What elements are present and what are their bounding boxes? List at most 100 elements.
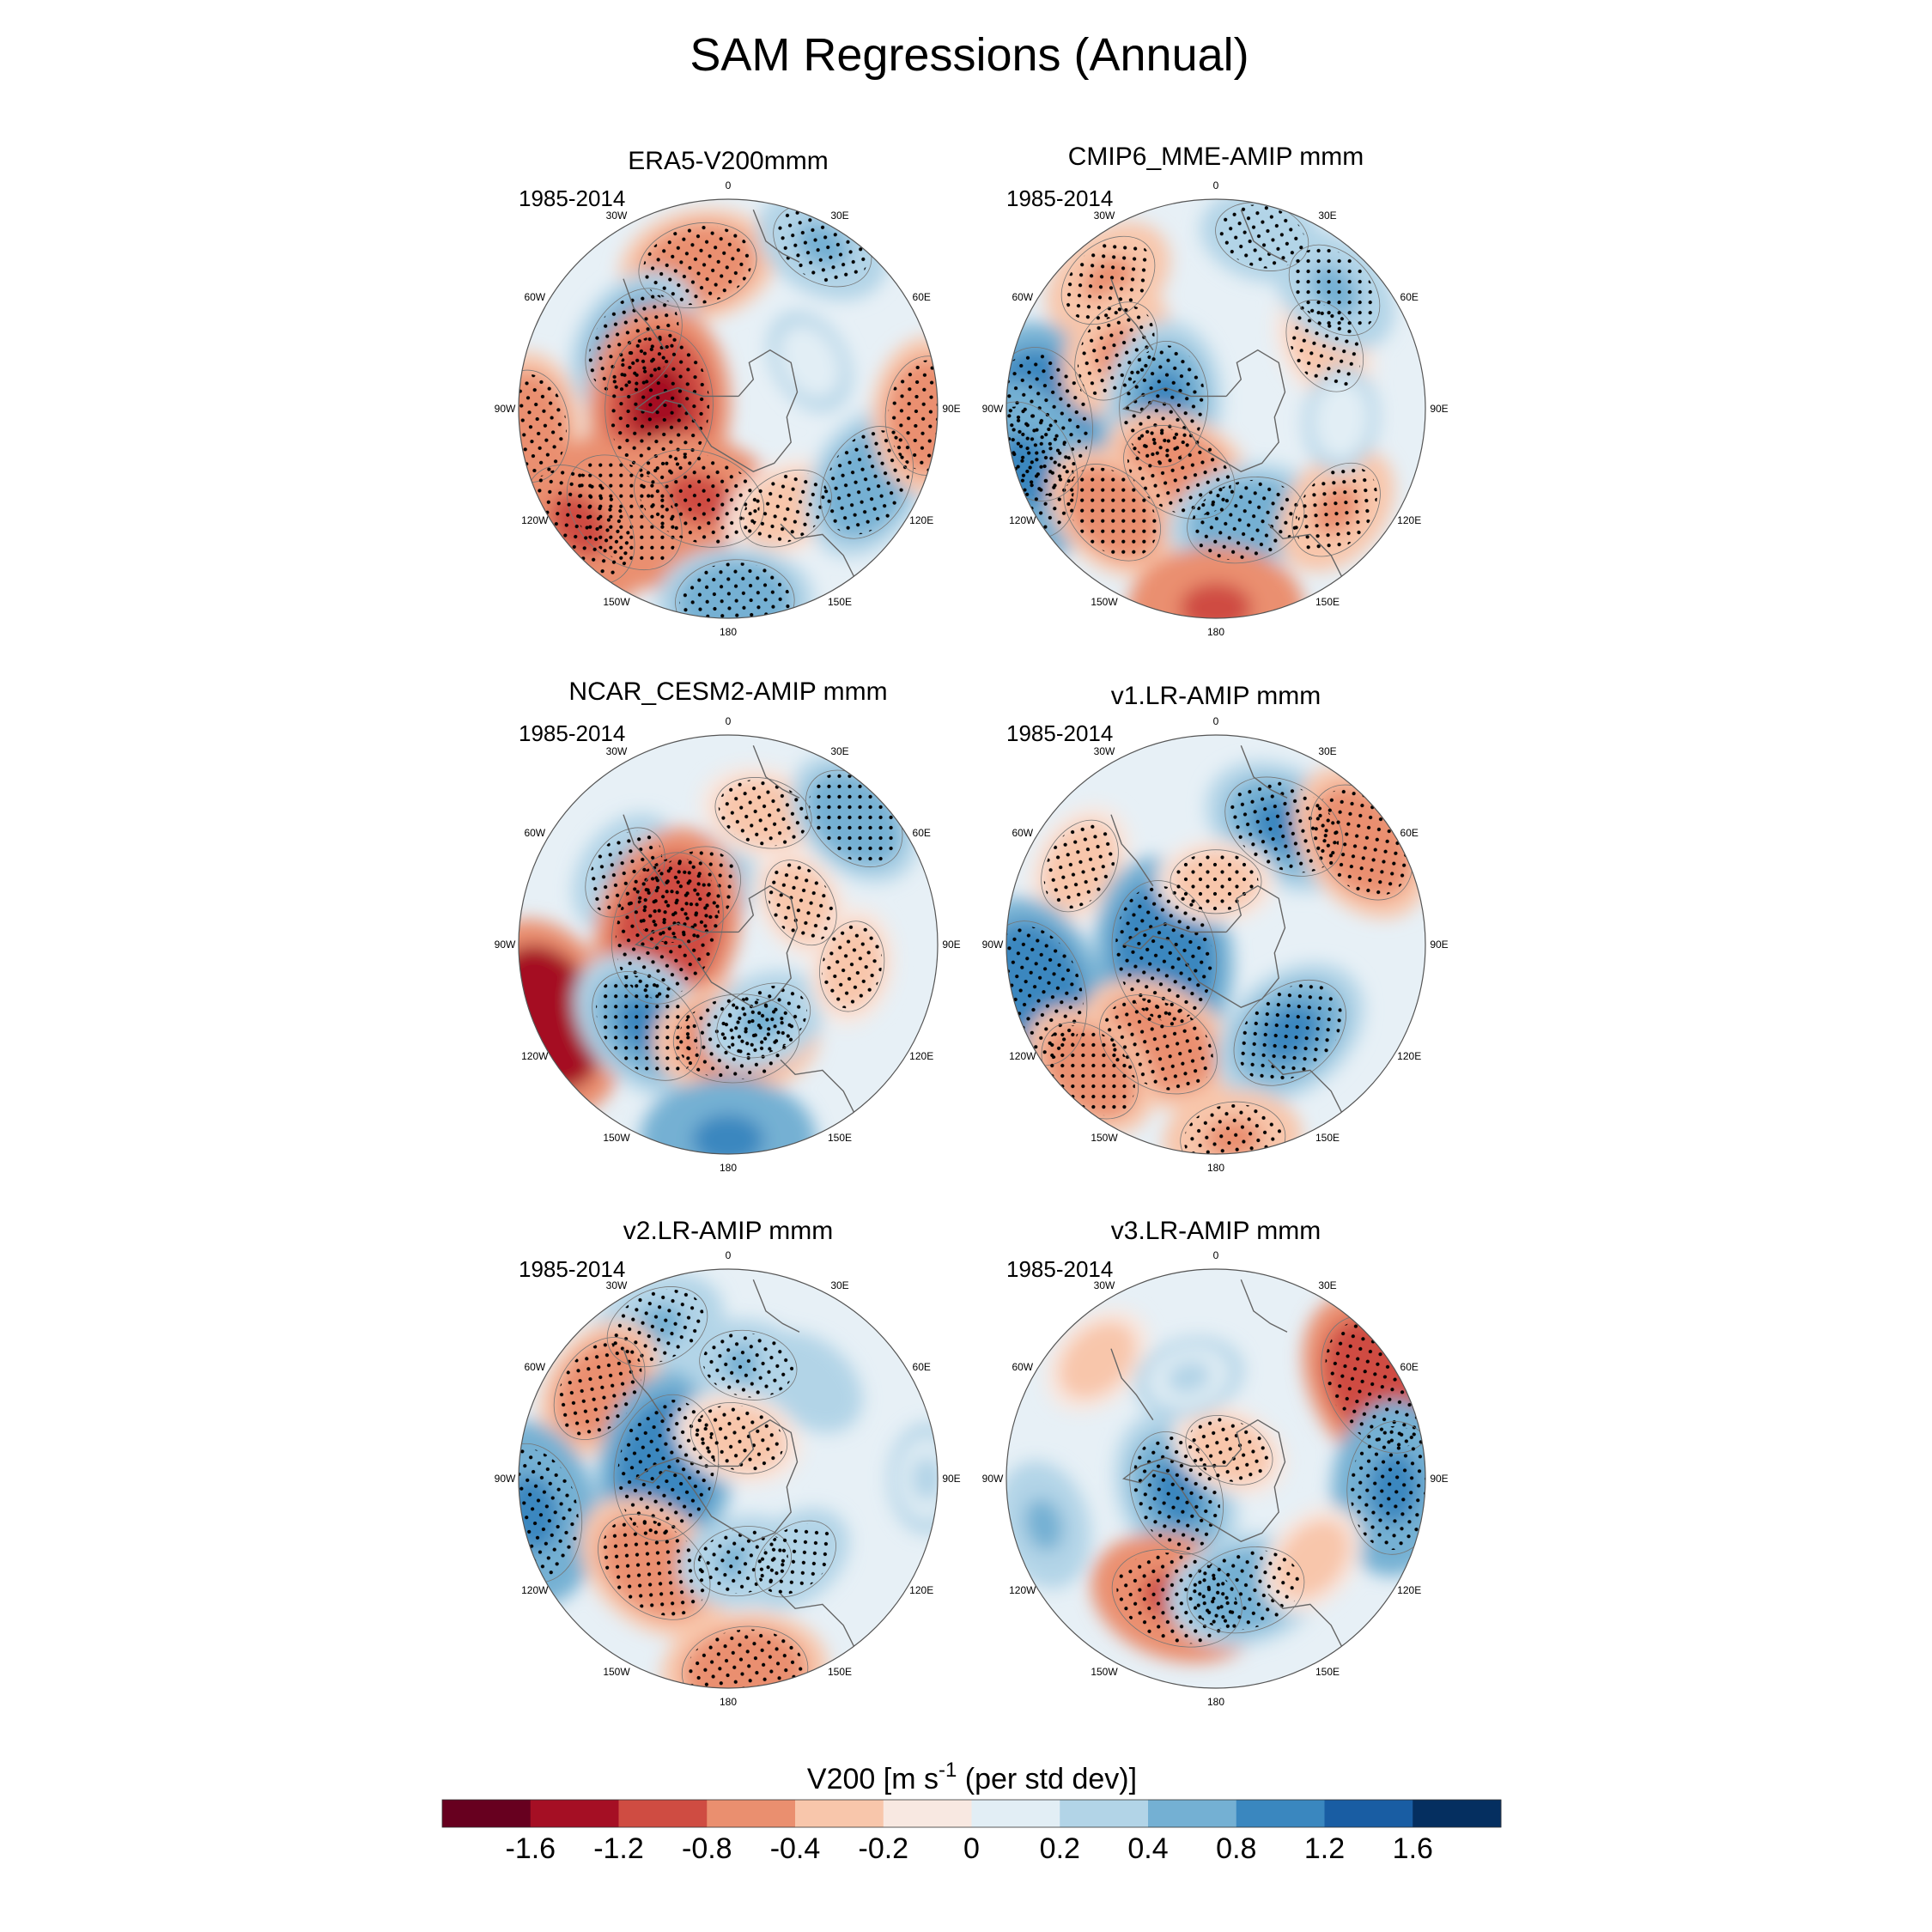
panel-title: CMIP6_MME-AMIP mmm [1068, 143, 1364, 171]
coastline [1240, 209, 1288, 263]
map-panel-v1-lr: v1.LR-AMIP mmm 1985-2014 0 30E 60E 90E 120E 1… [982, 682, 1449, 1174]
colorbar-swatches [441, 1799, 1502, 1828]
longitude-label: 60W [1012, 827, 1033, 839]
longitude-label: 180 [1207, 626, 1224, 638]
longitude-label: 90W [982, 939, 1004, 951]
contour-line [1288, 244, 1381, 337]
contour-line [675, 559, 795, 618]
colorbar-title-superscript: -1 [939, 1759, 957, 1782]
colorbar-tick-label: 0.2 [1040, 1832, 1080, 1865]
longitude-label: 60W [524, 291, 545, 303]
longitude-label: 60E [913, 827, 931, 839]
stipple-region [601, 1517, 707, 1617]
map-boundary [518, 1268, 939, 1689]
contour-line [690, 1402, 788, 1474]
longitude-label: 0 [1213, 1249, 1219, 1261]
colorbar-swatch [1413, 1800, 1502, 1827]
coastline [1240, 744, 1288, 799]
longitude-label: 120E [1397, 1050, 1421, 1062]
coastline [1121, 884, 1286, 1008]
stipple-region [1291, 247, 1377, 333]
contour-line [714, 777, 812, 849]
contour-line [519, 369, 570, 483]
panel-title: v1.LR-AMIP mmm [1111, 682, 1321, 710]
longitude-label: 150W [603, 596, 630, 608]
longitude-label: 60E [1400, 827, 1419, 839]
polar-map: 0 30E 60E 90E 120E 150E 180 150W 120W 90W 60W 30W [982, 179, 1449, 638]
stipple-region [1064, 239, 1152, 322]
period-label: 1985-2014 [1006, 1256, 1113, 1282]
stipple-region [1191, 479, 1301, 561]
longitude-label: 30W [1094, 1279, 1115, 1291]
longitude-label: 90E [942, 939, 960, 951]
stipple-region [1115, 885, 1213, 1022]
longitude-label: 90E [942, 403, 960, 415]
contour-line [1187, 1546, 1305, 1634]
map-interior [1006, 199, 1425, 618]
contour-line [1041, 819, 1119, 913]
period-label: 1985-2014 [1006, 185, 1113, 211]
panel-title: NCAR_CESM2-AMIP mmm [568, 677, 887, 706]
colorbar-tick-label: -0.8 [682, 1832, 732, 1865]
stipple-region [888, 360, 938, 471]
longitude-label: 150W [603, 1132, 630, 1144]
period-label: 1985-2014 [519, 720, 625, 746]
contour-line [638, 222, 757, 308]
longitude-label: 150E [1315, 1666, 1340, 1678]
anomaly-core [1326, 398, 1357, 442]
coastline [1121, 1419, 1286, 1542]
colorbar-swatch [442, 1800, 532, 1827]
stipple-region [767, 863, 835, 943]
anomaly-core [1076, 1339, 1119, 1382]
map-panel-ncar-cesm2: NCAR_CESM2-AMIP mmm 1985-2014 0 30E 60E 90E… [495, 677, 961, 1174]
coastline [1267, 1593, 1343, 1647]
stipple-region [822, 924, 883, 1009]
contour-line [1170, 849, 1262, 914]
longitude-label: 150W [603, 1666, 630, 1678]
contour-line [1180, 1101, 1286, 1154]
stipple-region [1191, 1549, 1301, 1631]
stipple-region [1229, 780, 1340, 873]
colorbar-tick-label: -1.2 [593, 1832, 644, 1865]
contour-line [764, 860, 837, 946]
longitude-label: 0 [1213, 715, 1219, 727]
coastline [752, 744, 800, 799]
polar-map: 0 30E 60E 90E 120E 150E 180 150W 120W 90W 60W 30W [495, 715, 961, 1174]
coastline [780, 1593, 855, 1647]
map-boundary [518, 734, 939, 1155]
longitude-label: 120W [1009, 1050, 1036, 1062]
panel-title: v2.LR-AMIP mmm [623, 1217, 833, 1245]
longitude-label: 150E [1315, 596, 1340, 608]
stipple-region [720, 985, 807, 1056]
contour-line [1185, 1414, 1273, 1485]
longitude-label: 120E [909, 1050, 933, 1062]
stipple-region [718, 780, 809, 847]
coastline [1267, 523, 1343, 577]
period-label: 1985-2014 [1006, 720, 1113, 746]
longitude-label: 0 [1213, 179, 1219, 191]
longitude-label: 30W [1094, 210, 1115, 222]
contour-line [884, 355, 938, 476]
significance-stippling [1006, 202, 1381, 564]
stipple-region [1218, 204, 1306, 269]
map-panel-cmip6-mme: CMIP6_MME-AMIP mmm 1985-2014 0 30E 60E 90E 1… [982, 143, 1449, 638]
longitude-label: 30E [1318, 745, 1336, 757]
longitude-label: 90E [1430, 403, 1448, 415]
map-boundary [518, 198, 939, 619]
longitude-label: 30W [1094, 745, 1115, 757]
period-label: 1985-2014 [519, 1256, 625, 1282]
colorbar-tick-label: -1.6 [506, 1832, 556, 1865]
colorbar-tick-label: -0.4 [770, 1832, 821, 1865]
contour-line [754, 1520, 836, 1598]
longitude-label: 120E [909, 514, 933, 526]
stipple-region [1183, 1103, 1282, 1154]
colorbar-swatch [971, 1800, 1060, 1827]
longitude-label: 30W [606, 745, 628, 757]
longitude-label: 180 [720, 1696, 737, 1708]
stipple-region [1237, 983, 1343, 1083]
coastline [752, 209, 800, 263]
longitude-label: 120W [1009, 514, 1036, 526]
longitude-label: 150W [1091, 1666, 1118, 1678]
coastlines [623, 209, 855, 577]
